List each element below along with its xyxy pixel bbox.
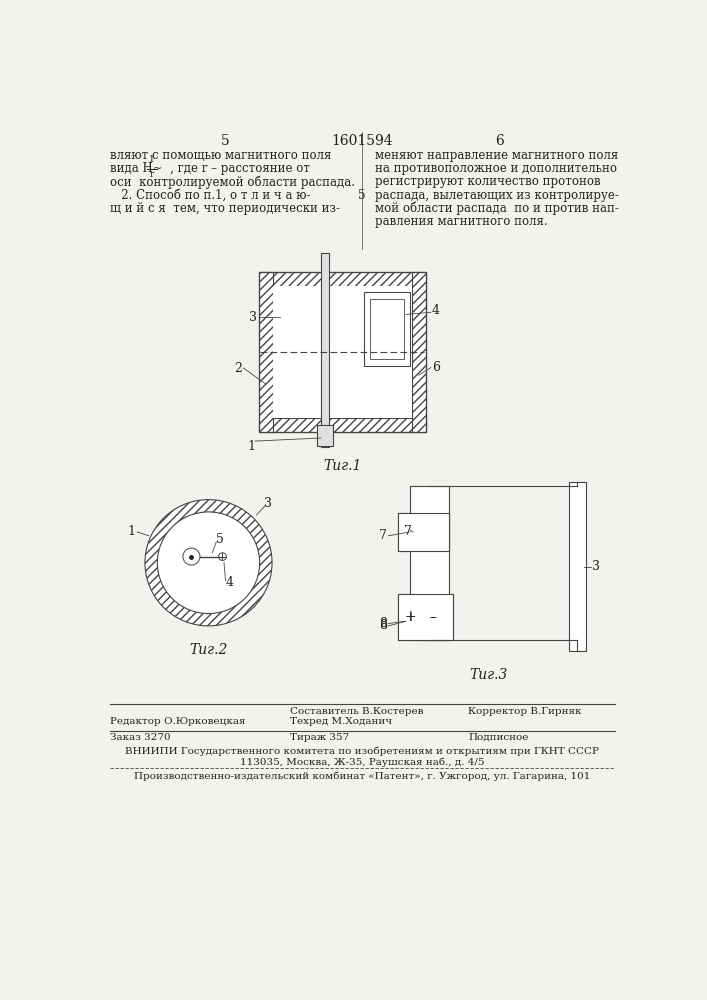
- Text: 113035, Москва, Ж-35, Раушская наб., д. 4/5: 113035, Москва, Ж-35, Раушская наб., д. …: [240, 758, 484, 767]
- Text: 3: 3: [592, 560, 600, 573]
- Bar: [321, 253, 329, 447]
- Text: +: +: [405, 610, 416, 624]
- Bar: [259, 272, 426, 432]
- Text: 6: 6: [495, 134, 503, 148]
- Text: 3: 3: [264, 497, 272, 510]
- Text: 5: 5: [221, 134, 229, 148]
- Bar: [259, 272, 426, 286]
- Text: регистрируют количество протонов: регистрируют количество протонов: [375, 175, 601, 188]
- Bar: [317, 425, 332, 446]
- Text: Τиг.3: Τиг.3: [469, 668, 508, 682]
- Bar: [410, 486, 449, 640]
- Text: 2: 2: [234, 362, 242, 375]
- Text: –: –: [429, 610, 436, 624]
- Bar: [569, 482, 586, 651]
- Text: распада, вылетающих из контролируе-: распада, вылетающих из контролируе-: [375, 189, 619, 202]
- Text: 7: 7: [379, 529, 387, 542]
- Bar: [363, 292, 410, 366]
- Bar: [259, 418, 426, 432]
- Text: 3: 3: [250, 311, 257, 324]
- Circle shape: [158, 512, 259, 614]
- Text: вляют с помощью магнитного поля: вляют с помощью магнитного поля: [110, 149, 332, 162]
- Bar: [273, 286, 411, 418]
- Bar: [370, 299, 404, 359]
- Bar: [411, 272, 426, 432]
- Text: Τиг.2: Τиг.2: [189, 643, 228, 657]
- Text: Техред М.Ходанич: Техред М.Ходанич: [290, 717, 392, 726]
- Text: ВНИИПИ Государственного комитета по изобретениям и открытиям при ГКНТ СССР: ВНИИПИ Государственного комитета по изоб…: [125, 747, 599, 756]
- Text: 2. Способ по п.1, о т л и ч а ю-: 2. Способ по п.1, о т л и ч а ю-: [110, 189, 310, 202]
- Text: 8: 8: [379, 619, 387, 632]
- Text: мой области распада  по и против нап-: мой области распада по и против нап-: [375, 202, 619, 215]
- Text: r: r: [150, 170, 154, 179]
- Text: 1: 1: [149, 155, 155, 164]
- Bar: [398, 594, 452, 640]
- Text: щ и й с я  тем, что периодически из-: щ и й с я тем, что периодически из-: [110, 202, 340, 215]
- Text: Корректор В.Гирняк: Корректор В.Гирняк: [468, 707, 582, 716]
- Bar: [259, 272, 273, 432]
- Text: Подписное: Подписное: [468, 733, 529, 742]
- Text: –: –: [429, 610, 436, 624]
- Bar: [398, 513, 449, 551]
- Text: Производственно-издательский комбинат «Патент», г. Ужгород, ул. Гагарина, 101: Производственно-издательский комбинат «П…: [134, 771, 590, 781]
- Text: 4: 4: [226, 576, 233, 588]
- Text: 5: 5: [358, 189, 366, 202]
- Text: равления магнитного поля.: равления магнитного поля.: [375, 215, 548, 228]
- Text: 8: 8: [379, 617, 387, 630]
- Text: 1601594: 1601594: [331, 134, 393, 148]
- Text: Заказ 3270: Заказ 3270: [110, 733, 170, 742]
- Text: 4: 4: [432, 304, 440, 317]
- Text: на противоположное и дополнительно: на противоположное и дополнительно: [375, 162, 617, 175]
- Text: 1: 1: [128, 525, 136, 538]
- Text: оси  контролируемой области распада.: оси контролируемой области распада.: [110, 175, 355, 189]
- Text: Τиг.1: Τиг.1: [323, 459, 361, 473]
- Text: Тираж 357: Тираж 357: [290, 733, 349, 742]
- Bar: [398, 513, 449, 551]
- Text: Составитель В.Костерев: Составитель В.Костерев: [290, 707, 423, 716]
- Text: 6: 6: [432, 361, 440, 374]
- Text: 1: 1: [247, 440, 255, 453]
- Text: меняют направление магнитного поля: меняют направление магнитного поля: [375, 149, 619, 162]
- Text: 5: 5: [216, 533, 224, 546]
- Text: Редактор О.Юрковецкая: Редактор О.Юрковецкая: [110, 717, 245, 726]
- Circle shape: [218, 553, 226, 560]
- Text: +: +: [405, 610, 416, 624]
- Text: 7: 7: [404, 525, 411, 538]
- Bar: [398, 594, 452, 640]
- Circle shape: [183, 548, 200, 565]
- Circle shape: [145, 500, 272, 626]
- Text: вида H~  , где r – расстояние от: вида H~ , где r – расстояние от: [110, 162, 310, 175]
